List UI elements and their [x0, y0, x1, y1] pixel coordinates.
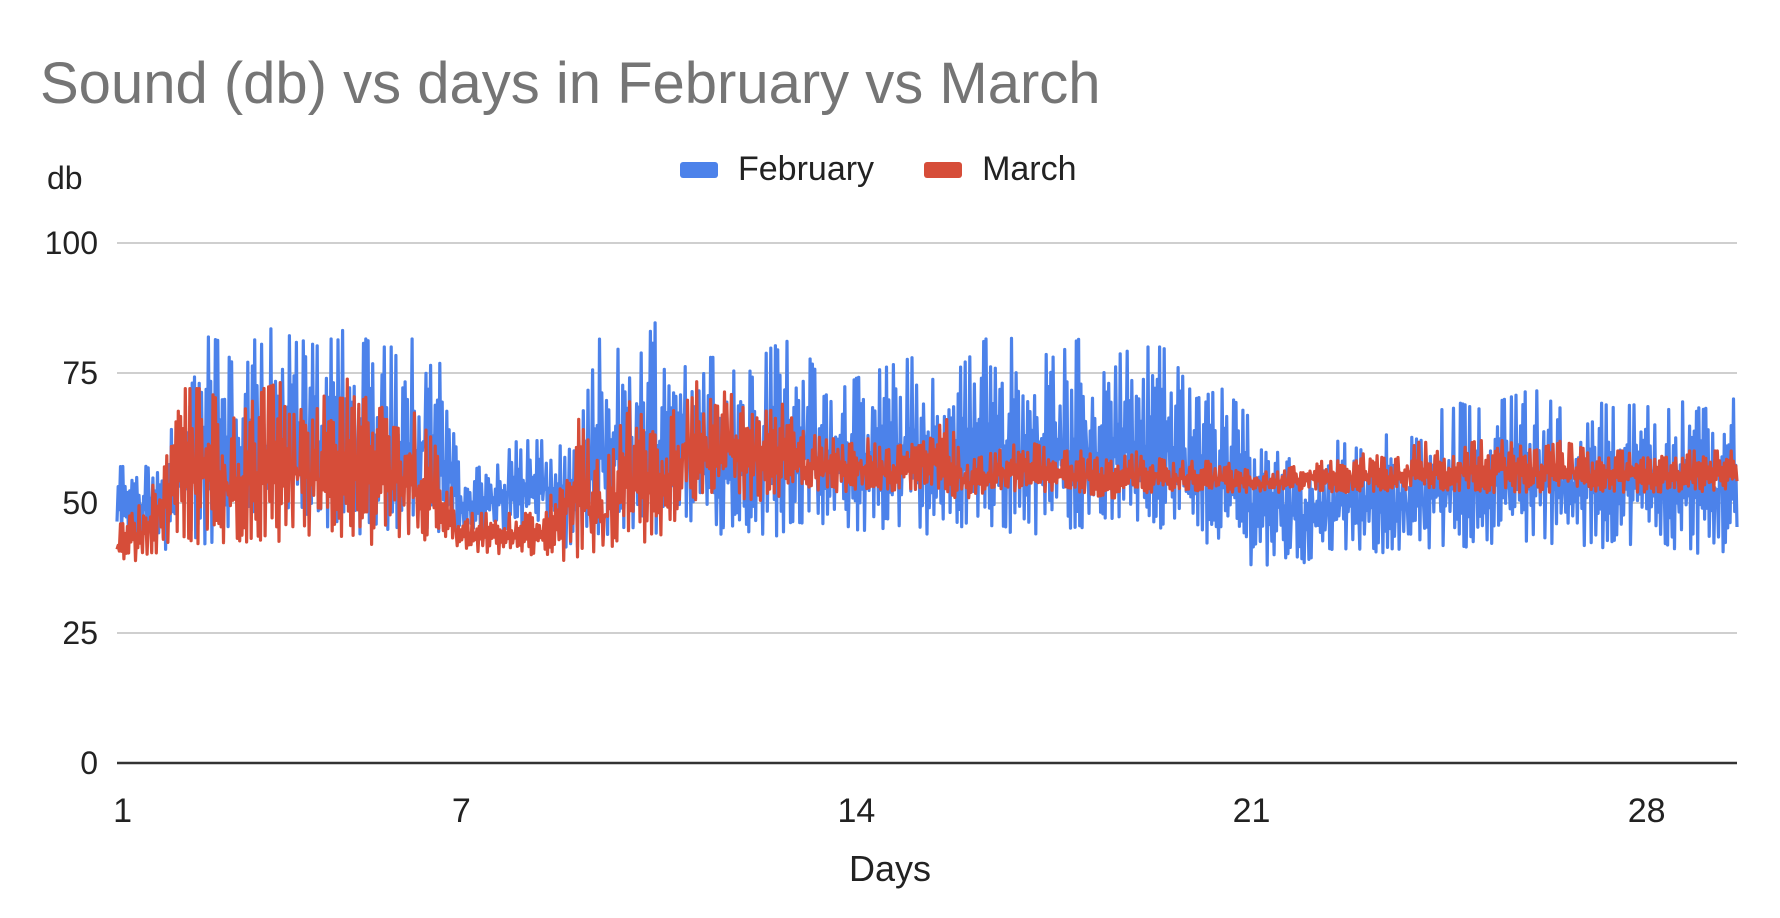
x-tick-label-14: 14 [838, 792, 876, 830]
legend-swatch-march [924, 161, 963, 178]
x-tick-label-7: 7 [452, 792, 471, 830]
legend-label-march: March [982, 150, 1077, 188]
y-tick-label-25: 25 [62, 615, 98, 651]
y-tick-label-50: 50 [62, 485, 98, 521]
x-tick-label-1: 1 [113, 792, 132, 830]
x-axis-label: Days [848, 848, 932, 889]
legend-item-march: March [924, 150, 1077, 189]
chart-title: Sound (db) vs days in February vs March [40, 51, 1101, 116]
y-axis-label: db [47, 160, 83, 196]
legend: February March [680, 150, 1127, 189]
y-tick-label-100: 100 [45, 225, 98, 261]
legend-item-february: February [680, 150, 874, 189]
legend-swatch-february [680, 161, 718, 178]
y-tick-label-0: 0 [80, 745, 98, 781]
legend-label-february: February [738, 150, 875, 188]
y-tick-label-75: 75 [62, 355, 98, 391]
x-tick-label-28: 28 [1628, 792, 1666, 830]
series-line-march [115, 377, 1739, 563]
x-tick-label-21: 21 [1233, 792, 1271, 830]
